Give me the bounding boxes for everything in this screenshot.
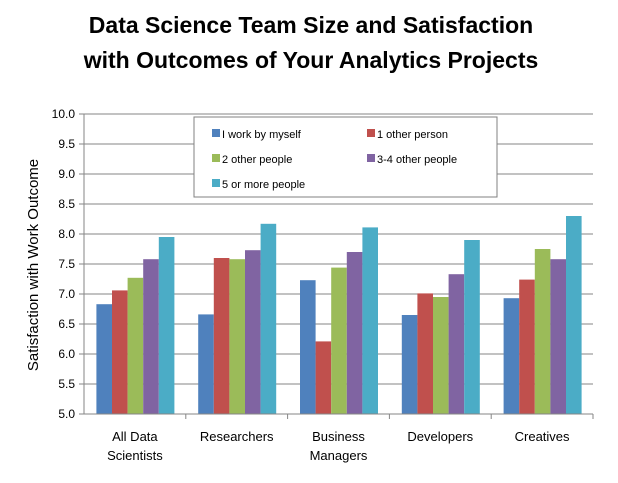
bar [566, 216, 582, 414]
bar [401, 315, 418, 414]
legend-swatch [367, 154, 375, 162]
x-category-label: Researchers [200, 429, 274, 444]
x-category-label: Business [312, 429, 365, 444]
y-tick-label: 10.0 [52, 107, 76, 121]
bar [346, 252, 363, 414]
bar [127, 277, 144, 414]
bar [143, 259, 159, 414]
bar [534, 249, 551, 414]
bar [300, 280, 316, 414]
chart-title-line-1: Data Science Team Size and Satisfaction [89, 12, 533, 38]
y-tick-label: 7.0 [58, 287, 75, 301]
y-tick-label: 7.5 [58, 257, 75, 271]
y-tick-label: 9.5 [58, 137, 75, 151]
legend-swatch [212, 154, 220, 162]
bar [96, 304, 112, 414]
x-category-label: Managers [310, 448, 368, 463]
bar [433, 297, 449, 414]
legend-label: I work by myself [222, 129, 302, 141]
legend-label: 5 or more people [222, 179, 305, 191]
bar [464, 240, 480, 414]
bar [503, 298, 520, 414]
legend-label: 1 other person [377, 129, 448, 141]
legend-label: 2 other people [222, 154, 292, 166]
bar [448, 274, 465, 414]
bar [198, 314, 214, 414]
chart-title-line-2: with Outcomes of Your Analytics Projects [83, 47, 539, 73]
bar [417, 293, 433, 414]
bar [315, 341, 332, 414]
bar [331, 267, 347, 414]
x-category-label: Creatives [515, 429, 570, 444]
x-category-label: Scientists [107, 448, 163, 463]
x-category-label: All Data [112, 429, 158, 444]
legend: I work by myself 1 other person 2 other pe… [193, 116, 498, 198]
bar [213, 258, 230, 414]
legend-swatch [212, 179, 220, 187]
bar [519, 279, 535, 414]
y-tick-label: 9.0 [58, 167, 75, 181]
legend-label: 3-4 other people [377, 154, 457, 166]
legend-swatch [367, 129, 375, 137]
x-category-label: Developers [407, 429, 473, 444]
y-tick-label: 5.5 [58, 377, 75, 391]
y-tick-label: 8.0 [58, 227, 75, 241]
legend-box [193, 116, 498, 198]
legend-swatch [212, 129, 220, 137]
bar [260, 223, 277, 414]
bar [229, 259, 245, 414]
y-tick-label: 6.0 [58, 347, 75, 361]
bar [158, 237, 175, 414]
y-tick-label: 8.5 [58, 197, 75, 211]
y-tick-label: 6.5 [58, 317, 75, 331]
bars [96, 216, 582, 414]
bar [112, 290, 128, 414]
y-tick-label: 5.0 [58, 407, 75, 421]
axes: 5.0 5.5 6.0 6.5 7.0 7.5 8.0 8.5 9.0 9.5 10.0 All Da… [52, 107, 594, 463]
bar [362, 227, 378, 414]
y-axis-label: Satisfaction with Work Outcome [25, 159, 42, 371]
bar [550, 259, 566, 414]
bar [245, 250, 261, 414]
